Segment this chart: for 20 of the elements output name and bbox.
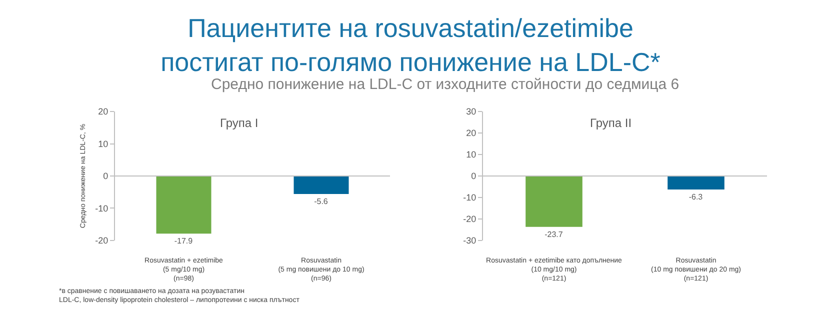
data-label: -23.7	[544, 230, 564, 239]
y-tick-label: 30	[466, 106, 476, 117]
y-tick-label: -20	[95, 236, 108, 246]
data-label: -6.3	[688, 192, 704, 202]
y-tick-label: -30	[463, 236, 476, 246]
y-tick-label: 10	[98, 138, 108, 149]
y-tick-label: 10	[466, 150, 476, 160]
data-label: -17.9	[174, 236, 194, 246]
annotation: Група II	[590, 116, 632, 130]
data-label: -5.6	[314, 197, 328, 206]
y-tick-label: -20	[463, 214, 476, 224]
y-tick-label: 20	[466, 128, 476, 138]
y-tick-label: -10	[95, 203, 108, 214]
chart-title: Пациентите на rosuvastatin/ezetimibe постигат по-голямо понижение на LDL-C*	[160, 13, 660, 77]
annotation: Група I	[220, 116, 258, 130]
y-tick-label: 0	[471, 171, 476, 182]
text: Средно понижение на LDL-C от изходните стойности до седмица 6	[211, 76, 680, 93]
y-tick-label: 0	[103, 171, 108, 182]
y-tick-label: -10	[463, 192, 476, 203]
y-tick-label: 20	[98, 106, 108, 117]
